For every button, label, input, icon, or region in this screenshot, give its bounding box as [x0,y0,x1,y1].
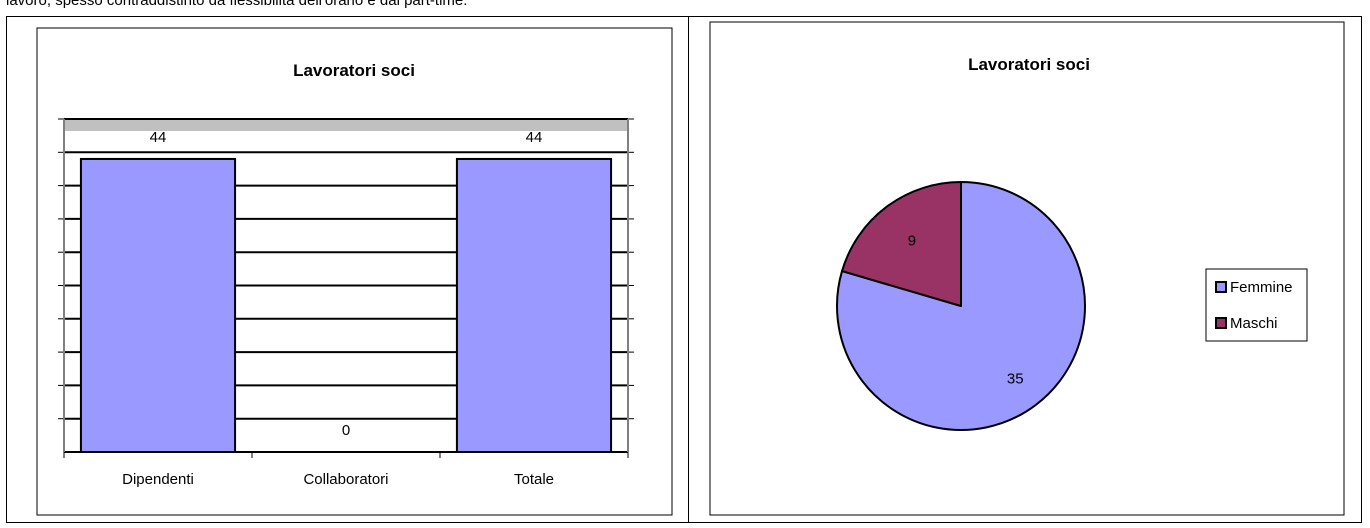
intro-text: lavoro, spesso contraddistinto da flessi… [6,0,468,9]
legend-swatch-femmine [1215,281,1227,293]
table-frame [6,16,1362,523]
pie-value-label: 35 [1007,370,1024,387]
bar-dipendenti [79,157,237,454]
bar-chart-title: Lavoratori soci [293,61,415,80]
bar-totale [455,157,613,454]
pie-slice-maschi [841,181,962,307]
x-tick-label: Totale [514,471,554,488]
table-divider [688,16,689,523]
legend-swatch-maschi [1215,317,1227,329]
legend-label-maschi: Maschi [1230,315,1278,332]
legend-label-femmine: Femmine [1230,279,1293,296]
bar-value-label: 0 [342,422,350,439]
bar-value-label: 44 [526,129,543,146]
pie-chart-title: Lavoratori soci [968,55,1090,74]
pie-value-label: 9 [908,232,916,249]
x-tick-label: Collaboratori [303,471,388,488]
bar-value-label: 44 [150,129,167,146]
bar-chart: Lavoratori soci 44 Dipendenti 0 Collaborato… [36,27,673,516]
x-tick-label: Dipendenti [122,471,194,488]
